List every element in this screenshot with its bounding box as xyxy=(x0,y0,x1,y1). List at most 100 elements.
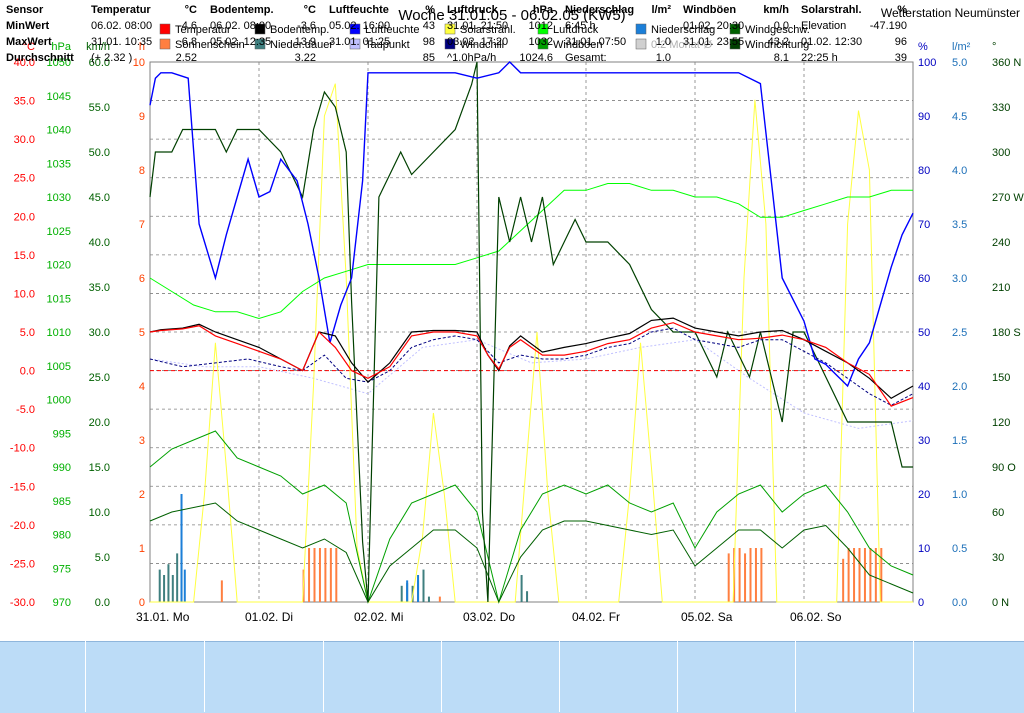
stats-row: 31.01. 07:50 1.0 xyxy=(565,34,675,50)
axis-tick-label: 1030 xyxy=(47,192,71,204)
stats-value: 1032 xyxy=(528,36,553,48)
series-luftdruck xyxy=(149,183,913,320)
axis-tick-label: 60 xyxy=(918,273,930,285)
legend-label: Sonnenschein xyxy=(175,39,245,51)
stats-label: ^1.0hPa/h xyxy=(447,52,497,64)
axis-tick-label: 360 N xyxy=(992,57,1021,69)
stats-row-labels: Sensor MinWert MaxWert Durchschnitt xyxy=(6,2,84,70)
axis-tick-label: 1010 xyxy=(47,327,71,339)
legend-swatch xyxy=(349,38,361,50)
bar-sonnenschein xyxy=(858,548,861,602)
stats-row: 3.22 xyxy=(210,50,320,66)
axis-tick-label: 5.0 xyxy=(95,552,110,564)
stats-header: Luftdruck hPa xyxy=(447,2,557,18)
legend-swatch xyxy=(159,23,171,35)
stats-value: 43.2 xyxy=(767,36,789,48)
stats-value: 96 xyxy=(894,36,907,48)
axis-tick-label: 9 xyxy=(139,111,145,123)
legend-swatch xyxy=(349,23,361,35)
axis-tick-label: 15.0 xyxy=(89,462,110,474)
axis-tick-label: 1020 xyxy=(47,260,71,272)
axis-unit-label: % xyxy=(918,41,928,53)
bar-sonnenschein xyxy=(329,548,332,602)
axis-tick-label: 985 xyxy=(53,496,71,508)
axis-tick-label: 0.5 xyxy=(952,543,967,555)
stats-row: 01.02. 20:30 0.0 xyxy=(683,18,793,34)
axis-tick-label: 995 xyxy=(53,428,71,440)
stats-divider xyxy=(559,641,560,712)
stats-label: 03.02. 17:20 xyxy=(447,36,509,48)
stats-column: Solarstrahl.% Elevation -47.190 01.02. 12:3… xyxy=(801,2,911,70)
stats-value: l/m² xyxy=(651,4,671,16)
axis-tick-label: -20.0 xyxy=(10,520,35,532)
axis-tick-label: 2.5 xyxy=(952,327,967,339)
legend-label: Solarstrahl. xyxy=(460,24,516,36)
stats-value: 1024.6 xyxy=(519,52,553,64)
bar-sonnenschein xyxy=(318,548,321,602)
axis-tick-label: 55.0 xyxy=(89,102,110,114)
axis-tick-label: 40 xyxy=(918,381,930,393)
axis-tick-label: 30.0 xyxy=(89,327,110,339)
axis-tick-label: 4 xyxy=(139,381,145,393)
bar-niederschlag xyxy=(406,580,409,602)
bar-nieder-dauer xyxy=(400,585,403,602)
stats-label: 31.01. 21:50 xyxy=(447,20,509,32)
stats-divider xyxy=(323,641,324,712)
axis-tick-label: 180 S xyxy=(992,327,1021,339)
weather-chart: 40.035.030.025.020.015.010.05.00.0-5.0-1… xyxy=(10,6,1024,624)
stats-header: Solarstrahl.% xyxy=(801,2,911,18)
bar-sonnenschein xyxy=(324,548,327,602)
stats-value: 43 xyxy=(422,20,435,32)
legend: Temperatur Sonnenschein Bodentemp. Nieder.d… xyxy=(159,23,810,51)
x-tick-label: 05.02. Sa xyxy=(681,610,733,624)
stats-value: 98 xyxy=(422,36,435,48)
axis-tick-label: 8 xyxy=(139,165,145,177)
stats-row: 31.01. 01:25 98 xyxy=(329,34,439,50)
stats-value: 85 xyxy=(422,52,435,64)
stats-value: 0.0 xyxy=(773,20,789,32)
axis-tick-label: 90 O xyxy=(992,462,1016,474)
stats-label: Luftfeuchte xyxy=(329,4,389,16)
bar-sonnenschein xyxy=(313,548,316,602)
series-windb-en xyxy=(149,430,914,604)
axis-tick-label: 4.0 xyxy=(952,165,967,177)
bar-nieder-dauer xyxy=(167,564,170,602)
stats-value: 1.0 xyxy=(655,36,671,48)
stats-row: 06.02. 08:00 -3.6 xyxy=(210,18,320,34)
axis-tick-label: 2.0 xyxy=(952,381,967,393)
bar-sonnenschein xyxy=(749,548,752,602)
stats-header: Windböen km/h xyxy=(683,2,793,18)
bar-sonnenschein xyxy=(738,548,741,602)
stats-label: 06.02. 08:00 xyxy=(210,20,272,32)
axis-tick-label: 30 xyxy=(918,435,930,447)
stats-label: Solarstrahl. xyxy=(801,4,862,16)
axis-tick-label: 50.0 xyxy=(89,147,110,159)
stats-label: Luftdruck xyxy=(447,4,498,16)
axis-unit-label: °C xyxy=(23,41,35,53)
legend-label: Windböen xyxy=(553,39,603,51)
stats-label: Gesamt: xyxy=(565,52,607,64)
stats-label-max: MaxWert xyxy=(6,36,52,48)
axis-tick-label: 330 xyxy=(992,102,1010,114)
stats-value: hPa xyxy=(532,4,553,16)
series-solarstrahl- xyxy=(150,83,913,603)
axis-unit-label: ° xyxy=(992,41,996,53)
stats-row: ^1.0hPa/h 1024.6 xyxy=(447,50,557,66)
bar-nieder-dauer xyxy=(422,569,425,602)
stats-column: Windböen km/h 01.02. 20:30 0.0 31.01. 23:55 4… xyxy=(683,2,793,70)
bar-sonnenschein xyxy=(744,553,747,602)
axis-tick-label: -15.0 xyxy=(10,481,35,493)
axis-tick-label: 50 xyxy=(918,327,930,339)
axis-tick-label: 0.0 xyxy=(20,366,35,378)
bar-sonnenschein xyxy=(760,548,763,602)
legend-swatch xyxy=(159,38,171,50)
series-windrichtung xyxy=(149,61,913,603)
legend-label: Luftdruck xyxy=(553,24,599,36)
axis-tick-label: 1015 xyxy=(47,293,71,305)
bar-niederschlag xyxy=(180,494,183,602)
bar-nieder-dauer xyxy=(176,553,179,602)
axis-tick-label: 975 xyxy=(53,563,71,575)
axis-tick-label: -25.0 xyxy=(10,558,35,570)
stats-header: Niederschlag l/m² xyxy=(565,2,675,18)
stats-row: 01.02. 12:30 96 xyxy=(801,34,911,50)
